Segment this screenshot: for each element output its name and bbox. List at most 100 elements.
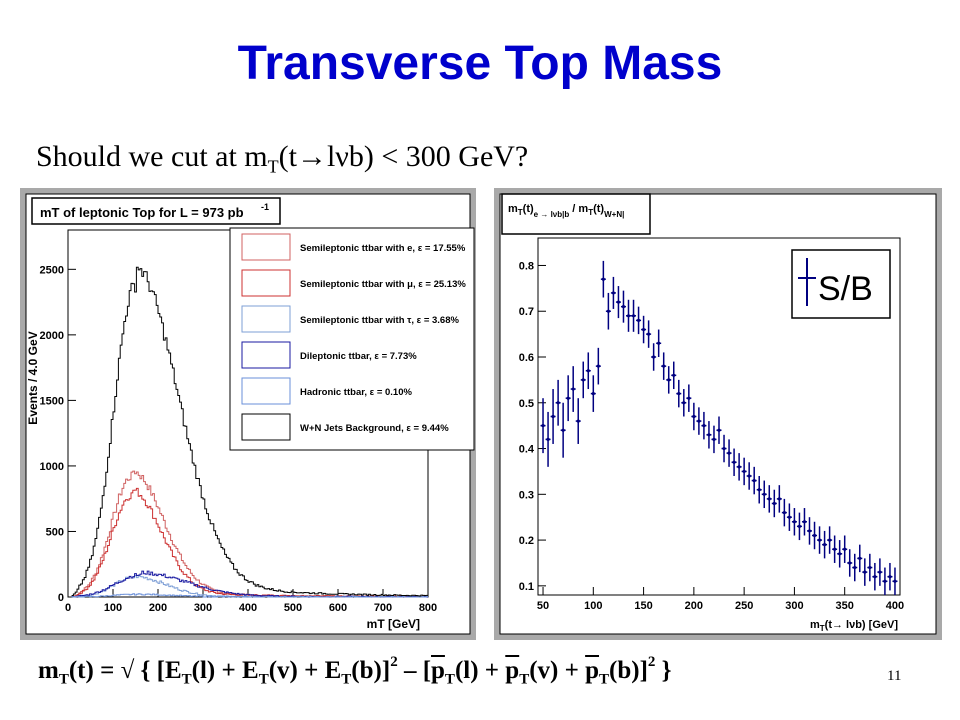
histogram-y-tick-label: 2000	[40, 330, 64, 342]
sb-data-point	[812, 521, 818, 550]
sb-data-point	[766, 485, 772, 513]
histogram-y-tick-label: 1500	[40, 395, 64, 407]
sb-data-point	[786, 503, 792, 531]
sb-x-label: mT(t→ lνb) [GeV]	[810, 619, 898, 633]
histogram-x-label: mT [GeV]	[367, 617, 420, 631]
sb-data-point	[560, 402, 566, 458]
sb-x-tick-label: 350	[836, 600, 854, 612]
sb-x-tick-label: 150	[634, 600, 652, 612]
legend-swatch	[241, 341, 291, 369]
sb-data-point	[651, 343, 657, 371]
sb-data-point	[796, 512, 802, 541]
sb-data-point	[550, 389, 556, 444]
page-number: 11	[887, 668, 902, 684]
sb-data-point	[817, 526, 823, 554]
sb-data-point	[595, 347, 601, 385]
sb-data-point	[756, 476, 762, 504]
sb-data-point	[585, 352, 591, 390]
legend-entry-label: Semileptonic ttbar with τ, ε = 3.68%	[300, 315, 459, 326]
sb-data-point	[892, 567, 898, 595]
sb-data-point	[565, 375, 571, 422]
legend-entry-label: W+N Jets Background, ε = 9.44%	[300, 423, 449, 434]
histogram-chart: mT of leptonic Top for L = 973 pb -1 0 10…	[25, 193, 475, 635]
histogram-x-tick-label: 700	[374, 602, 392, 614]
sb-data-point	[615, 286, 621, 319]
sb-x-tick-label: 400	[886, 600, 904, 612]
sb-data-point	[676, 379, 682, 408]
sb-data-point	[620, 290, 626, 323]
sb-data-point	[791, 508, 797, 536]
histogram-title-superscript: -1	[261, 202, 269, 212]
sb-data-point	[671, 361, 677, 390]
sb-data-point	[726, 439, 732, 467]
histogram-series-line	[71, 593, 428, 598]
histogram-x-tick-label: 200	[149, 602, 167, 614]
sb-legend: S/B	[791, 249, 891, 319]
sb-data-point	[600, 260, 606, 298]
subtitle-text: Should we cut at m	[36, 140, 268, 173]
sb-data-point	[827, 526, 833, 554]
histogram-y-tick-label: 500	[46, 526, 64, 538]
legend-entry-label: Semileptonic ttbar with e, ε = 17.55%	[300, 243, 466, 254]
sb-data-point	[807, 517, 812, 545]
histogram-legend: Semileptonic ttbar with e, ε = 17.55% Sem…	[229, 227, 475, 451]
sb-x-tick-label: 300	[785, 600, 803, 612]
sb-data-point	[862, 558, 868, 586]
subtitle-text-end: (t→lνb) < 300 GeV?	[278, 140, 529, 173]
sb-legend-label: S/B	[818, 270, 873, 308]
sb-y-tick-label: 0.8	[519, 260, 534, 272]
sb-chart: mT(t)e → lνb|b / mT(t)W+N| 50 100 150 200 25…	[499, 193, 937, 635]
sb-x-tick-label: 250	[735, 600, 753, 612]
sb-data-point	[872, 562, 878, 591]
histogram-y-label: Events / 4.0 GeV	[26, 331, 40, 424]
sb-data-point	[852, 553, 858, 582]
histogram-panel: mT of leptonic Top for L = 973 pb -1 0 10…	[20, 188, 476, 640]
histogram-x-tick-label: 0	[65, 602, 71, 614]
histogram-x-tick-label: 400	[239, 602, 257, 614]
sb-data-point	[575, 398, 581, 444]
sb-x-tick-label: 50	[537, 600, 549, 612]
sb-data-point	[711, 425, 717, 454]
histogram-y-tick-label: 0	[58, 592, 64, 604]
sb-data-point	[736, 453, 742, 481]
sb-data-point	[721, 434, 727, 463]
sb-data-point	[801, 508, 807, 536]
sb-data-point	[661, 352, 667, 380]
sb-data-point	[832, 535, 838, 563]
sb-data-point	[771, 489, 777, 518]
sb-data-point	[731, 448, 737, 476]
sb-data-point	[837, 540, 843, 568]
sb-data-point	[847, 549, 853, 577]
sb-data-point	[887, 562, 893, 591]
subtitle-subscript: T	[267, 156, 279, 177]
sb-data-point	[590, 375, 596, 412]
sb-title-box	[501, 193, 651, 235]
histogram-series-line	[71, 266, 428, 597]
sb-data-point	[636, 306, 642, 335]
histogram-x-tick-label: 800	[419, 602, 437, 614]
sb-data-point	[545, 411, 551, 467]
sb-data-point	[570, 366, 576, 412]
sb-data-point	[686, 384, 692, 412]
sb-data-point	[716, 416, 722, 444]
sb-y-tick-label: 0.6	[519, 352, 534, 364]
sb-data-point	[666, 366, 672, 394]
sb-data-point	[822, 530, 828, 559]
sb-data-point	[877, 558, 883, 586]
sb-data-point	[842, 535, 848, 563]
legend-swatch	[241, 269, 291, 297]
slide-subtitle: Should we cut at mT(t→lνb) < 300 GeV?	[36, 140, 528, 177]
histogram-x-tick-label: 600	[329, 602, 347, 614]
sb-data-point	[641, 315, 647, 344]
histogram-y-tick-label: 2500	[40, 264, 64, 276]
sb-data-point	[746, 462, 752, 490]
sb-y-tick-label: 0.4	[519, 444, 535, 456]
sb-data-point	[857, 544, 863, 573]
legend-swatch	[241, 377, 291, 405]
sb-panel: mT(t)e → lνb|b / mT(t)W+N| 50 100 150 200 25…	[494, 188, 942, 640]
sb-data-point	[776, 485, 782, 513]
legend-swatch	[241, 413, 291, 441]
legend-swatch	[241, 305, 291, 333]
sb-data-point	[867, 553, 873, 582]
sb-data-point	[580, 361, 586, 399]
